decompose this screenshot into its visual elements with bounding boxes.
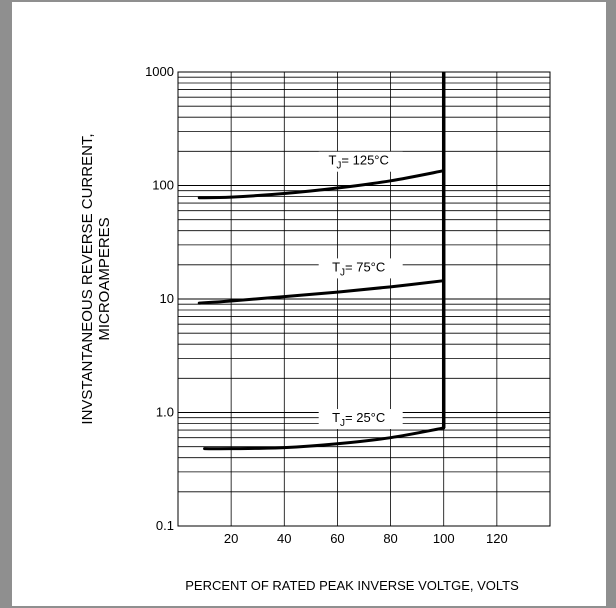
x-tick-label: 80 [383, 531, 397, 546]
grid [178, 71, 550, 527]
plot-border [177, 71, 551, 527]
y-axis-title-line-2: MICROAMPERES [96, 217, 113, 340]
series-line [203, 426, 446, 451]
y-tick-label: 100 [152, 178, 174, 193]
series-label: TJ= 25°C [332, 410, 385, 429]
series-label-background [318, 258, 403, 279]
y-axis-title-line-1: INVSTANTANEOUS REVERSE CURRENT, [79, 133, 96, 424]
x-axis-title: PERCENT OF RATED PEAK INVERSE VOLTGE, VO… [185, 578, 519, 593]
series-line [197, 279, 446, 305]
x-tick-label: 40 [277, 531, 291, 546]
series-label-background [318, 151, 403, 172]
axes: 0.1 1.0 10 100 1000 20 40 60 80 100 120 [145, 64, 551, 546]
series-label: TJ= 75°C [332, 259, 385, 278]
series-label: TJ= 125°C [328, 153, 388, 172]
series-line [197, 169, 446, 200]
y-tick-label: 1.0 [156, 405, 174, 420]
y-tick-label: 1000 [145, 64, 174, 79]
series [197, 72, 446, 451]
y-tick-label: 0.1 [156, 518, 174, 533]
x-tick-label: 20 [224, 531, 238, 546]
series-label-background [318, 409, 403, 430]
labels: TJ= 125°C TJ= 75°C TJ= 25°C [318, 151, 403, 430]
x-tick-label: 100 [433, 531, 455, 546]
y-tick-label: 10 [160, 291, 174, 306]
x-tick-label: 120 [486, 531, 508, 546]
x-tick-label: 60 [330, 531, 344, 546]
